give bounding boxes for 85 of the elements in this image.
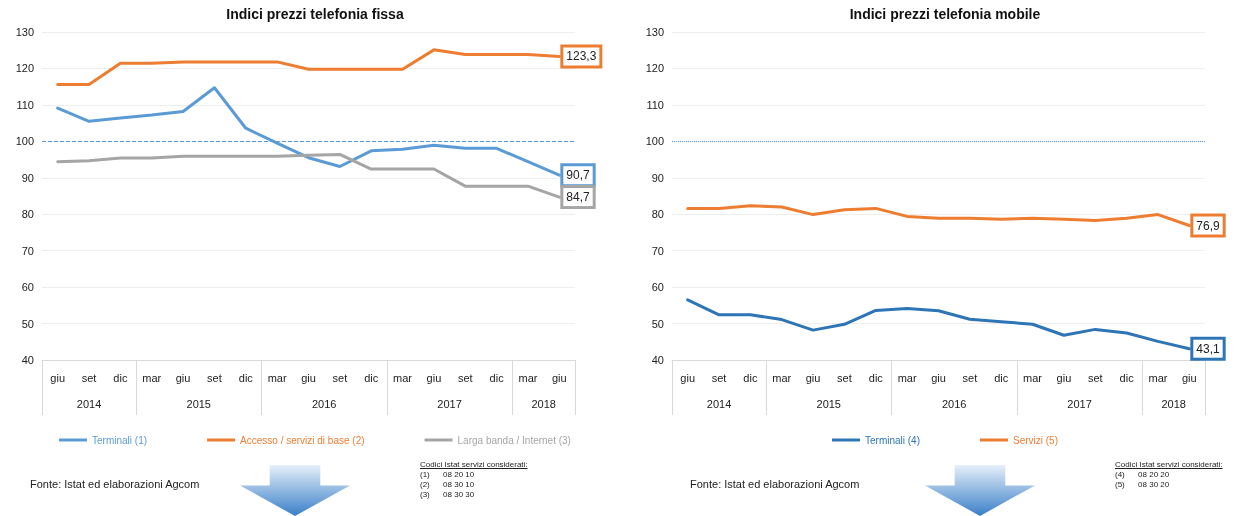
x-tick-label: mar [142,371,162,384]
x-tick-label: dic [868,371,884,384]
x-tick-label: giu [1056,371,1072,384]
x-tick-label: mar [518,371,538,384]
legend-label: Accesso / servizi di base (2) [240,434,365,446]
x-tick-label: set [81,371,97,384]
y-tick-label: 70 [21,244,34,257]
text: 2017 [1067,398,1092,410]
source-note: Fonte: Istat ed elaborazioni Agcom [690,478,860,490]
text: 2017 [437,398,462,410]
chart-title: Indici prezzi telefonia fissa [226,6,404,22]
x-tick-label: dic [113,371,128,384]
text: (2) 08 30 10 [420,480,476,490]
x-tick-label: set [962,371,978,384]
data-label: 43,1 [1196,341,1221,356]
x-tick-label: giu [551,371,567,384]
x-tick-label: giu [301,371,316,384]
x-tick-label: set [457,371,473,384]
x-tick-label: dic [364,371,379,384]
x-tick-label: set [837,371,852,384]
text: (4) 08 20 20 [1115,470,1171,480]
text: 2014 [76,398,102,410]
data-label: 84,7 [566,190,591,205]
x-tick-label: set [1087,371,1103,384]
source-note: Fonte: Istat ed elaborazioni Agcom [30,478,200,490]
x-tick-label: giu [175,371,191,384]
text: 2016 [311,398,337,410]
data-label: 123,3 [566,49,597,64]
x-tick-label: set [207,371,222,384]
y-tick-label: 120 [15,62,34,75]
y-tick-label: 40 [651,354,664,366]
x-tick-label: giu [426,371,442,384]
x-tick-label: mar [897,371,917,384]
y-tick-label: 130 [645,26,664,38]
x-tick-label: set [711,371,727,384]
y-tick-label: 100 [15,135,34,148]
text: (5) 08 30 20 [1115,480,1171,490]
y-tick-label: 80 [21,208,34,221]
text: 2015 [816,398,841,410]
text: Codici Istat servizi considerati: [420,460,528,470]
y-tick-label: 80 [651,208,664,221]
text: Codici Istat servizi considerati: [1115,460,1223,470]
text: 2015 [186,398,211,410]
y-tick-label: 50 [651,317,664,330]
y-tick-label: 130 [15,26,34,38]
y-tick-label: 60 [21,281,34,294]
y-tick-label: 100 [645,135,664,148]
legend-label: Servizi (5) [1013,434,1059,446]
x-tick-label: dic [994,371,1009,384]
x-tick-label: giu [680,371,696,384]
y-tick-label: 90 [21,171,34,184]
text: (3) 08 30 30 [420,490,476,500]
legend-label: Terminali (4) [864,434,921,446]
x-tick-label: dic [743,371,758,384]
x-tick-label: set [332,371,348,384]
x-tick-label: giu [805,371,821,384]
x-tick-label: mar [267,371,287,384]
x-tick-label: giu [1181,371,1197,384]
legend-label: Terminali (1) [92,434,148,446]
chart-title: Indici prezzi telefonia mobile [849,6,1041,22]
text: 2018 [1161,398,1186,410]
y-tick-label: 70 [651,244,664,257]
x-tick-label: giu [931,371,946,384]
x-tick-label: giu [50,371,66,384]
data-label: 76,9 [1196,218,1221,233]
x-tick-label: mar [393,371,413,384]
data-label: 90,7 [566,168,591,183]
legend-label: Larga banda / Internet (3) [457,434,571,446]
y-tick-label: 120 [645,62,664,75]
text: 2014 [706,398,732,410]
x-tick-label: mar [1148,371,1168,384]
x-tick-label: dic [489,371,505,384]
text: 2016 [941,398,967,410]
y-tick-label: 110 [646,98,664,111]
y-tick-label: 110 [16,98,34,111]
y-tick-label: 40 [21,354,34,366]
x-tick-label: mar [1023,371,1043,384]
x-tick-label: dic [238,371,254,384]
y-tick-label: 60 [651,281,664,294]
text: 2018 [531,398,556,410]
x-tick-label: dic [1119,371,1135,384]
text: (1) 08 20 10 [420,470,476,480]
y-tick-label: 90 [651,171,664,184]
x-tick-label: mar [772,371,792,384]
y-tick-label: 50 [21,317,34,330]
